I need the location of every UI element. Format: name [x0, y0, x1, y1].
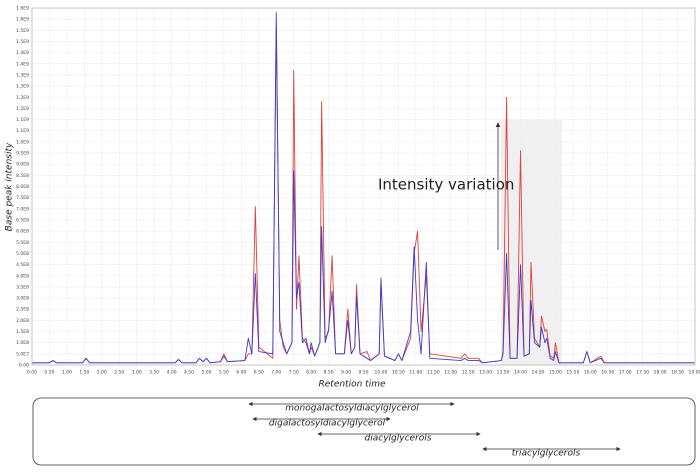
- y-tick-label: 1.1E9: [16, 128, 29, 134]
- y-tick-label: 1.4E9: [16, 50, 29, 56]
- y-tick-label: 2.0E8: [16, 318, 29, 324]
- x-tick-label: 3.50: [149, 370, 159, 376]
- x-tick-label: 16.50: [601, 370, 614, 376]
- x-tick-label: 17.50: [636, 370, 649, 376]
- x-tick-label: 15.50: [566, 370, 579, 376]
- y-tick-label: 1.5E9: [16, 28, 29, 34]
- y-tick-label: 1.2E9: [16, 95, 29, 101]
- y-tick-label: 1.2E9: [16, 106, 29, 112]
- x-tick-label: 19.00: [689, 370, 700, 376]
- x-tick-label: 5.50: [219, 370, 229, 376]
- series-line: [32, 12, 695, 364]
- y-tick-label: 6.5E8: [16, 217, 29, 223]
- y-tick-label: 3.5E8: [16, 284, 29, 290]
- x-tick-label: 0.50: [44, 370, 54, 376]
- y-tick-label: 1.5E8: [16, 329, 29, 335]
- x-tick-label: 9.50: [358, 370, 368, 376]
- y-tick-label: 4.0E8: [16, 273, 29, 279]
- x-tick-label: 14.00: [514, 370, 527, 376]
- y-tick-label: 1.6E9: [16, 17, 29, 23]
- y-tick-label: 3.0E8: [16, 296, 29, 302]
- plot-lines: [32, 12, 695, 364]
- y-tick-label: 5.0E8: [16, 251, 29, 257]
- y-tick-label: 4.5E8: [16, 262, 29, 268]
- x-tick-label: 11.50: [427, 370, 440, 376]
- x-tick-label: 18.50: [671, 370, 684, 376]
- x-tick-label: 13.00: [479, 370, 492, 376]
- y-tick-label: 1.1E9: [16, 117, 29, 123]
- x-tick-label: 12.50: [462, 370, 475, 376]
- x-tick-label: 1.50: [79, 370, 89, 376]
- x-tick-label: 6.50: [254, 370, 264, 376]
- y-tick-label: 5.5E8: [16, 240, 29, 246]
- y-tick-label: 1.4E9: [16, 61, 29, 67]
- annotation: Intensity variation: [378, 176, 514, 194]
- y-axis-title: Base peak intensity: [5, 142, 15, 231]
- x-tick-label: 2.50: [114, 370, 124, 376]
- x-tick-label: 8.00: [306, 370, 316, 376]
- y-tick-label: 7.0E8: [16, 206, 29, 212]
- x-tick-label: 14.50: [532, 370, 545, 376]
- x-tick-label: 7.50: [289, 370, 299, 376]
- x-tick-label: 5.00: [201, 370, 211, 376]
- y-tick-label: 7.5E8: [16, 195, 29, 201]
- y-tick-label: 0.00: [19, 363, 29, 369]
- x-tick-label: 18.00: [654, 370, 667, 376]
- x-tick-label: 3.00: [132, 370, 142, 376]
- x-tick-label: 7.00: [271, 370, 281, 376]
- class-label: diacylglycerols: [365, 434, 432, 444]
- class-label: triacylglycerols: [512, 449, 581, 459]
- y-tick-label: 6.0E8: [16, 229, 29, 235]
- x-tick-label: 6.00: [236, 370, 246, 376]
- x-axis-title: Retention time: [319, 380, 386, 390]
- x-tick-label: 15.00: [549, 370, 562, 376]
- y-tick-label: 9.5E8: [16, 151, 29, 157]
- x-tick-label: 9.00: [341, 370, 351, 376]
- x-tick-label: 10.50: [392, 370, 405, 376]
- x-tick-label: 0.00: [27, 370, 37, 376]
- grid: [31, 7, 696, 366]
- y-tick-label: 1.5E9: [16, 39, 29, 45]
- x-tick-label: 12.00: [444, 370, 457, 376]
- y-tick-label: 1.6E9: [16, 6, 29, 12]
- x-tick-label: 8.50: [324, 370, 334, 376]
- x-tick-label: 4.50: [184, 370, 194, 376]
- y-tick-label: 1.3E9: [16, 84, 29, 90]
- x-tick-label: 11.00: [409, 370, 422, 376]
- x-tick-label: 1.00: [62, 370, 72, 376]
- y-tick-label: 8.5E8: [16, 173, 29, 179]
- y-tick-label: 5.0E7: [16, 351, 29, 357]
- plot-frame: [31, 7, 696, 366]
- y-tick-label: 8.0E8: [16, 184, 29, 190]
- class-label: monogalactosyldiacylglycerol: [285, 404, 419, 414]
- highlight-region: [501, 120, 562, 365]
- x-tick-label: 17.00: [619, 370, 632, 376]
- class-label: digalactosyldiacylglycerol: [269, 419, 386, 429]
- x-tick-label: 13.50: [497, 370, 510, 376]
- x-tick-label: 2.00: [97, 370, 107, 376]
- y-tick-label: 1.3E9: [16, 72, 29, 78]
- y-tick-label: 9.0E8: [16, 162, 29, 168]
- y-tick-label: 1.0E9: [16, 139, 29, 145]
- y-tick-label: 2.5E8: [16, 307, 29, 313]
- x-tick-label: 16.00: [584, 370, 597, 376]
- x-tick-label: 4.00: [167, 370, 177, 376]
- x-tick-label: 10.00: [375, 370, 388, 376]
- y-tick-label: 1.0E8: [16, 340, 29, 346]
- class-box: [32, 397, 696, 466]
